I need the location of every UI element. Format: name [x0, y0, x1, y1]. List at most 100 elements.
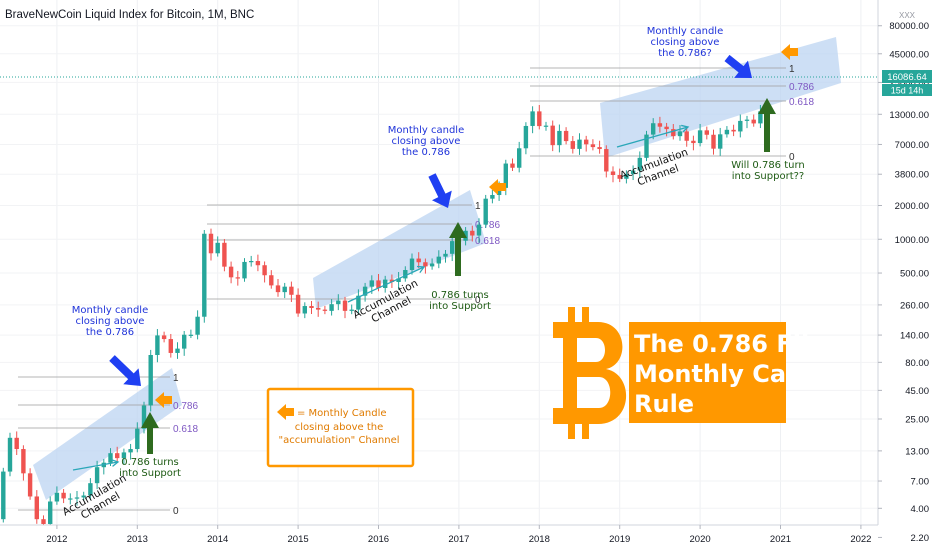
candle-body — [121, 452, 127, 459]
candle-body — [61, 492, 66, 499]
candle-body — [584, 139, 589, 145]
candle-body — [751, 119, 756, 124]
candle-body — [376, 280, 381, 288]
candle-body — [496, 187, 502, 196]
candle-body — [27, 473, 33, 497]
monthly-candle-note-1: closing above — [76, 316, 145, 327]
time-axis-background — [0, 525, 878, 550]
monthly-candle-note-1: the 0.786 — [86, 327, 134, 338]
fib-label-l786: 0.786 — [173, 401, 198, 412]
candle-body — [718, 134, 723, 149]
fib-label-one: 1 — [789, 64, 795, 75]
candle-body — [115, 453, 120, 459]
candle-body — [657, 123, 663, 127]
candle-body — [322, 309, 328, 311]
bitcoin-icon — [553, 307, 627, 439]
candles-layer — [1, 100, 770, 532]
candle-body — [577, 139, 582, 149]
candle-body — [704, 130, 709, 135]
fib-label-one: 1 — [475, 201, 481, 212]
monthly-candle-note-2: Monthly candle — [388, 125, 464, 136]
candle-body — [228, 266, 234, 278]
candle-body — [403, 270, 408, 279]
candle-body — [644, 134, 649, 158]
candle-body — [128, 449, 133, 453]
fib-label-one: 1 — [173, 373, 179, 384]
fibonacci-lines: 1 0.786 0.618 0 1 0.786 0.618 0 1 0.786 0.618 0 — [18, 64, 814, 517]
candle-body — [617, 174, 622, 179]
candle-body — [389, 279, 395, 283]
candle-body — [175, 348, 180, 353]
candle-body — [436, 256, 441, 264]
time-tick-label: 2021 — [770, 534, 791, 545]
teal-arrow-head-icon — [111, 459, 120, 467]
teal-arrow-line — [347, 266, 425, 303]
candle-body — [215, 242, 220, 254]
candle-body — [630, 170, 636, 175]
candle-body — [597, 147, 602, 150]
candle-body — [302, 306, 307, 314]
blue-arrow-shape — [428, 173, 452, 208]
candle-body — [269, 275, 274, 286]
blue-arrow-shape — [109, 355, 141, 386]
candle-body — [141, 405, 147, 429]
candle-body — [275, 285, 281, 293]
candle-body — [570, 141, 575, 149]
candle-body — [510, 163, 515, 168]
candle-body — [7, 437, 13, 472]
candle-body — [744, 119, 750, 121]
support-note-1: 0.786 turns — [121, 457, 179, 468]
banner-box — [629, 322, 786, 423]
fib-label-l618: 0.618 — [173, 424, 198, 435]
candle-body — [21, 449, 26, 474]
price-tick-label: 45000.00 — [889, 49, 929, 60]
candle-body — [202, 233, 207, 317]
candle-body — [731, 129, 736, 132]
time-tick-label: 2019 — [609, 534, 630, 545]
candle-body — [34, 496, 39, 520]
accumulation-channel-2012 — [33, 368, 182, 500]
price-tick-label: 7000.00 — [895, 140, 929, 151]
green-up-arrow-icon — [449, 222, 467, 276]
current-price-label: 16086.64 — [887, 72, 927, 83]
candle-body — [671, 129, 676, 137]
teal-arrow-line — [72, 461, 119, 471]
banner-line: Monthly Candle — [634, 360, 845, 388]
candle-body — [195, 316, 200, 335]
candle-body — [94, 467, 100, 484]
candle-body — [677, 131, 683, 137]
candle-body — [369, 280, 374, 287]
chart-title: BraveNewCoin Liquid Index for Bitcoin, 1… — [5, 9, 254, 21]
price-tick-label: 80.00 — [905, 358, 929, 369]
support-note-1: into Support — [119, 468, 181, 479]
fib-label-l786: 0.786 — [475, 220, 500, 231]
candle-body — [503, 163, 508, 188]
fib-label-l618: 0.618 — [789, 97, 814, 108]
price-tick-label: 25.00 — [905, 415, 929, 426]
candle-body — [651, 123, 656, 135]
price-tick-label: 2.20 — [911, 533, 930, 544]
candle-body — [41, 519, 46, 524]
candle-body — [242, 261, 247, 279]
candle-body — [316, 307, 321, 310]
candle-body — [295, 294, 301, 314]
time-tick-label: 2015 — [288, 534, 309, 545]
price-tick-label: 260.00 — [900, 300, 929, 311]
candle-body — [476, 224, 482, 236]
time-tick-label: 2013 — [127, 534, 148, 545]
candle-body — [1, 471, 6, 520]
candle-body — [161, 335, 167, 340]
fib-label-zero: 0 — [173, 506, 179, 517]
monthly-candle-note-2: the 0.786 — [402, 147, 450, 158]
candle-body — [429, 263, 435, 267]
candle-body — [470, 230, 475, 236]
blue-arrow-shape — [724, 54, 752, 79]
legend-box — [266, 387, 415, 468]
orange-left-arrow-icon — [155, 392, 172, 408]
monthly-candle-note-3: Monthly candle — [647, 26, 723, 37]
candle-body — [342, 300, 348, 311]
banner-line: Rule — [634, 390, 694, 418]
teal-arrow-line — [616, 126, 689, 148]
